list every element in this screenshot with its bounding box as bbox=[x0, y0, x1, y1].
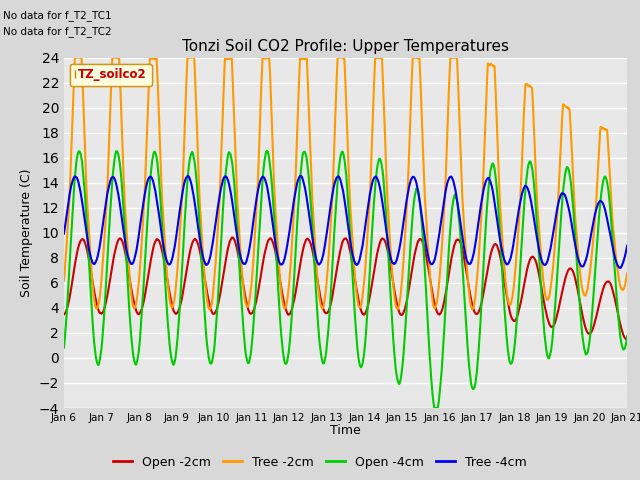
Y-axis label: Soil Temperature (C): Soil Temperature (C) bbox=[20, 168, 33, 297]
Text: No data for f_T2_TC1: No data for f_T2_TC1 bbox=[3, 11, 112, 22]
Title: Tonzi Soil CO2 Profile: Upper Temperatures: Tonzi Soil CO2 Profile: Upper Temperatur… bbox=[182, 39, 509, 54]
X-axis label: Time: Time bbox=[330, 424, 361, 437]
Legend: TZ_soilco2: TZ_soilco2 bbox=[70, 63, 152, 86]
Text: No data for f_T2_TC2: No data for f_T2_TC2 bbox=[3, 26, 112, 37]
Legend: Open -2cm, Tree -2cm, Open -4cm, Tree -4cm: Open -2cm, Tree -2cm, Open -4cm, Tree -4… bbox=[108, 451, 532, 474]
